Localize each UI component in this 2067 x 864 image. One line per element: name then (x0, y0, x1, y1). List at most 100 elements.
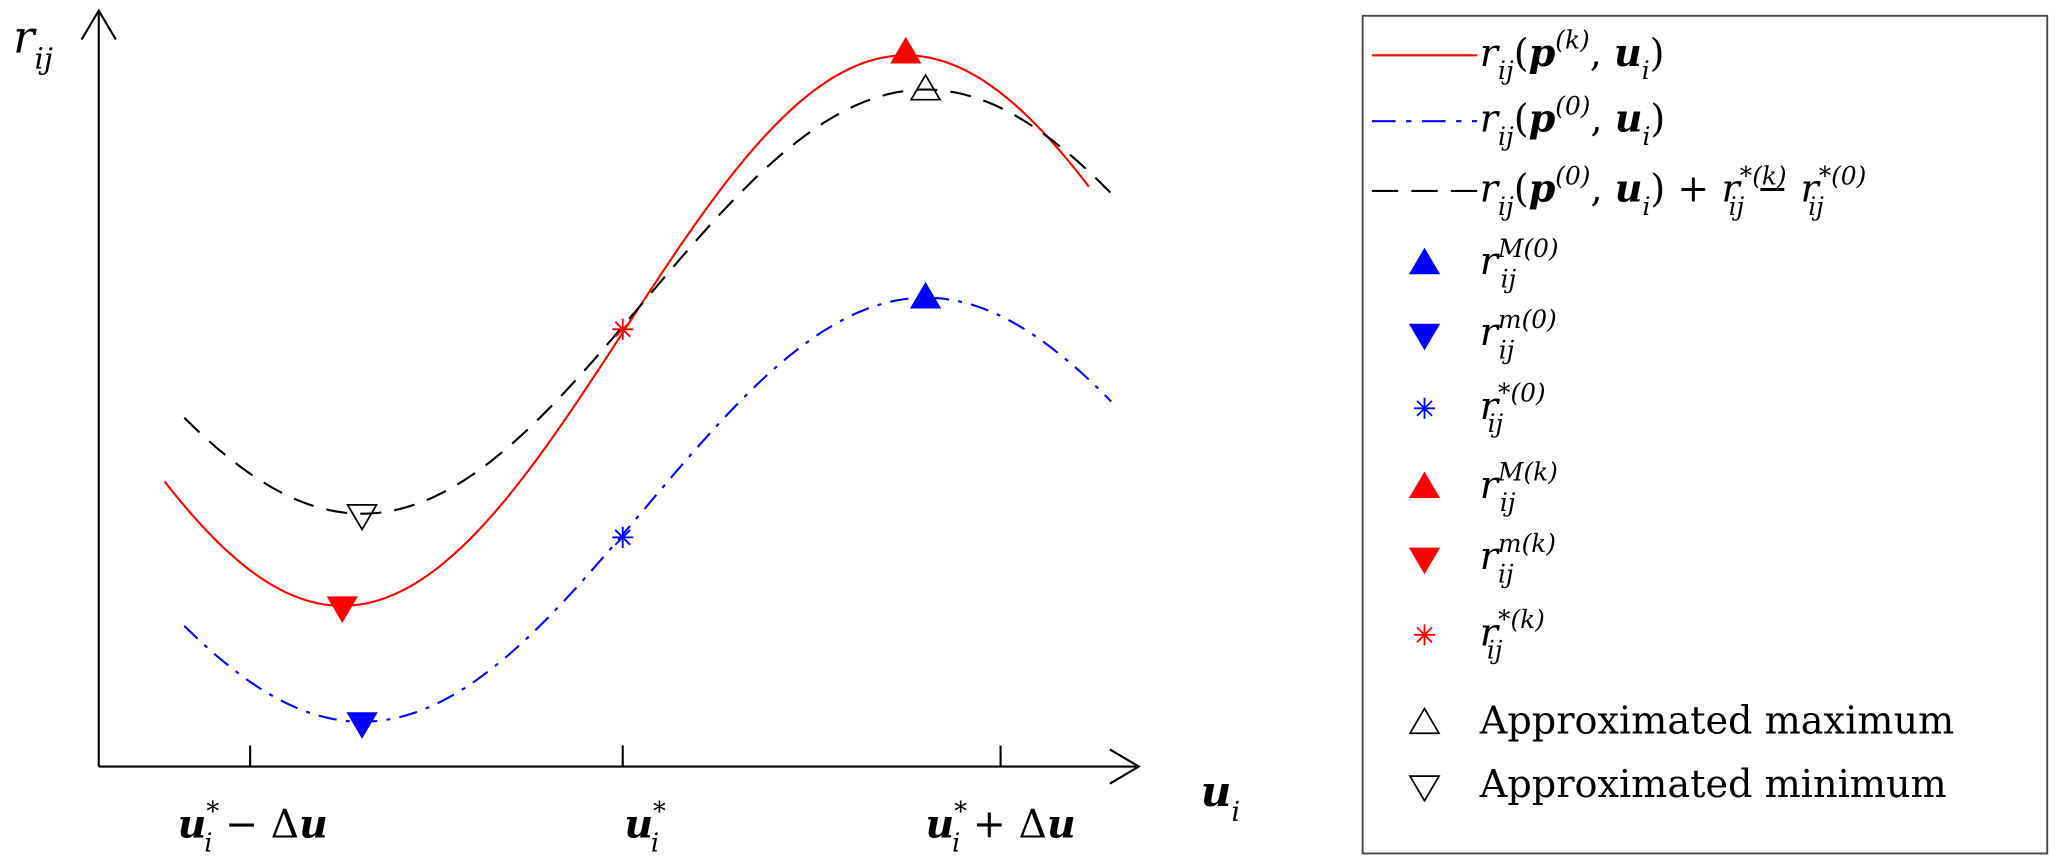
legend-label-part: p (1529, 167, 1556, 212)
legend-label-part: ( (1514, 98, 1529, 142)
legend-label-part: Approximated maximum (1479, 700, 1954, 744)
legend-label-part: ij (1808, 192, 1824, 221)
legend-marker-icon (1413, 624, 1436, 646)
y-axis-label-part: r (13, 11, 37, 64)
y-axis-arrow (80, 8, 117, 41)
legend-label-part: ij (1498, 192, 1514, 221)
legend-label-part: ( (1514, 168, 1529, 212)
legend-label-part: p (1529, 97, 1556, 142)
legend-label: rij(p(0), ui) (1480, 92, 1666, 152)
legend-marker-icon (1408, 471, 1441, 499)
legend-label-part: , (1590, 98, 1614, 142)
legend-label: rm(k)ij​ (1480, 529, 1556, 589)
x-tick-label-part: Δ (1018, 802, 1047, 848)
x-tick-label-part: * (954, 797, 967, 827)
legend-label-part: (0) (1555, 161, 1590, 190)
x-tick-label: u* i + Δu (925, 797, 1075, 859)
legend-label-part: i (1642, 122, 1650, 151)
x-tick-label-part: u (299, 802, 328, 848)
min-rk-marker (326, 596, 358, 623)
x-tick-label-part: * (206, 797, 219, 827)
legend-label-part: *(0) (1819, 161, 1867, 190)
approx-max-marker (909, 73, 942, 101)
legend-item: r*(k)ij​ (1413, 605, 1545, 665)
x-axis-label-part: i (1231, 797, 1240, 828)
x-tick-label-part: u (1047, 802, 1076, 848)
legend-marker-icon (1408, 775, 1441, 803)
axis-labels: rij​ui​u*i − Δuu*i​u*i + Δu (13, 11, 1240, 859)
legend-label-part: r (1480, 168, 1501, 212)
star-rk-marker (612, 318, 634, 340)
legend-item: Approximated minimum (1408, 763, 1947, 807)
legend-label-part: *(0) (1498, 379, 1546, 408)
legend-label-part: ij (1487, 636, 1503, 665)
x-tick-label-part: + (960, 802, 1018, 848)
legend-label-part: ij (1501, 264, 1517, 293)
legend-label: Approximated minimum (1479, 763, 1947, 807)
legend-item: rij(p(0), ui) + r*(k)ij − r*(0)ij​ (1371, 161, 1866, 221)
legend-label-part: r (1480, 311, 1501, 355)
x-tick-label-part: u (178, 802, 207, 848)
x-tick-label-part: i (952, 828, 960, 858)
legend-label-part: r (1480, 611, 1501, 655)
legend-label-part: m(0) (1498, 305, 1557, 334)
legend-label: rM(0)ij​ (1480, 234, 1559, 294)
legend-label-part: r (1480, 385, 1501, 429)
legend-item: rij(p(0), ui) (1371, 92, 1666, 152)
legend-label-part: ij (1499, 335, 1515, 364)
legend-label-part: M(k) (1497, 458, 1558, 487)
legend-label-part: r (1480, 240, 1501, 284)
legend-item: rm(k)ij​ (1408, 529, 1556, 589)
x-tick-label-part: − (212, 802, 270, 848)
legend-label-part: m(k) (1498, 529, 1556, 558)
legend-label-part: p (1529, 31, 1556, 76)
y-axis-label: rij​ (13, 11, 53, 76)
legend-label-part: − (1744, 168, 1800, 212)
legend-label-part: , (1590, 168, 1614, 212)
legend-label-part: ij (1729, 192, 1745, 221)
x-tick-label-part: i (651, 828, 659, 858)
legend-label-part: (k) (1555, 26, 1589, 55)
legend-label-part: r (1480, 535, 1501, 579)
legend-label-part: r (1480, 32, 1501, 76)
x-tick-label-part: u (925, 802, 954, 848)
legend-label-part: ij (1498, 122, 1514, 151)
x-tick-label-part: u (624, 802, 653, 848)
legend-label-part: , (1590, 32, 1614, 76)
legend-label-part: r (1480, 464, 1501, 508)
x-tick-label: u* i − Δu (178, 797, 328, 859)
legend-label-part: ) (1650, 32, 1665, 76)
legend-label-part: u (1615, 167, 1643, 212)
legend-label: rM(k)ij​ (1480, 458, 1558, 518)
legend-item: r*(0)ij​ (1413, 379, 1546, 439)
legend: rij(p(k), ui)rij(p(0), ui)rij(p(0), ui) … (1361, 14, 2049, 855)
x-tick-label-part: Δ (271, 802, 300, 848)
legend-label-part: M(0) (1497, 234, 1559, 263)
legend-label-part: i (1642, 192, 1650, 221)
legend-label-part: r (1480, 98, 1501, 142)
legend-label-part: Approximated minimum (1479, 763, 1947, 807)
approx-min-marker (346, 503, 379, 532)
x-axis-arrow (1109, 748, 1141, 785)
legend-label-part: ij (1488, 409, 1504, 438)
min-r0-marker (346, 712, 378, 739)
legend-label-part: *(k) (1498, 605, 1545, 634)
legend-label-part: ) (1650, 98, 1665, 142)
x-tick-label-part: * (653, 797, 666, 827)
curve-r0 (183, 296, 1112, 723)
legend-label-part: ( (1514, 32, 1529, 76)
legend-label-part: r (1800, 168, 1821, 212)
legend-label: rij(p(0), ui) + r*(k)ij − r*(0)ij​ (1480, 161, 1866, 221)
max-rk-marker (890, 36, 922, 64)
legend-box (1361, 14, 2049, 855)
x-axis-label-part: u (1201, 766, 1232, 816)
legend-label-part: ij (1498, 56, 1514, 85)
legend-label: r*(0)ij​ (1480, 379, 1546, 439)
legend-label-part: u (1615, 97, 1643, 142)
legend-item: Approximated maximum (1408, 700, 1954, 744)
legend-marker-icon (1408, 247, 1441, 275)
legend-label-part: ij (1500, 488, 1516, 517)
legend-label-part: *(k) (1740, 161, 1787, 190)
legend-item: rM(k)ij​ (1408, 458, 1558, 518)
